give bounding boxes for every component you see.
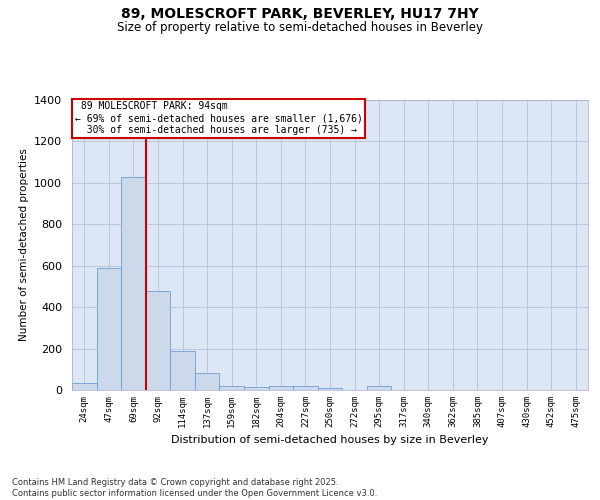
Bar: [318, 388, 342, 390]
Bar: [367, 386, 391, 390]
Bar: [97, 268, 121, 390]
Text: Size of property relative to semi-detached houses in Beverley: Size of property relative to semi-detach…: [117, 21, 483, 34]
Bar: [121, 176, 146, 390]
Bar: [293, 386, 318, 390]
Bar: [244, 387, 269, 390]
Y-axis label: Number of semi-detached properties: Number of semi-detached properties: [19, 148, 29, 342]
Bar: [195, 374, 220, 390]
Bar: [269, 386, 293, 390]
Bar: [220, 386, 244, 390]
Bar: [170, 350, 195, 390]
Text: 89, MOLESCROFT PARK, BEVERLEY, HU17 7HY: 89, MOLESCROFT PARK, BEVERLEY, HU17 7HY: [121, 8, 479, 22]
Bar: [72, 383, 97, 390]
Bar: [146, 290, 170, 390]
Text: Contains HM Land Registry data © Crown copyright and database right 2025.
Contai: Contains HM Land Registry data © Crown c…: [12, 478, 377, 498]
Text: Distribution of semi-detached houses by size in Beverley: Distribution of semi-detached houses by …: [171, 435, 489, 445]
Text: 89 MOLESCROFT PARK: 94sqm
← 69% of semi-detached houses are smaller (1,676)
  30: 89 MOLESCROFT PARK: 94sqm ← 69% of semi-…: [74, 102, 362, 134]
